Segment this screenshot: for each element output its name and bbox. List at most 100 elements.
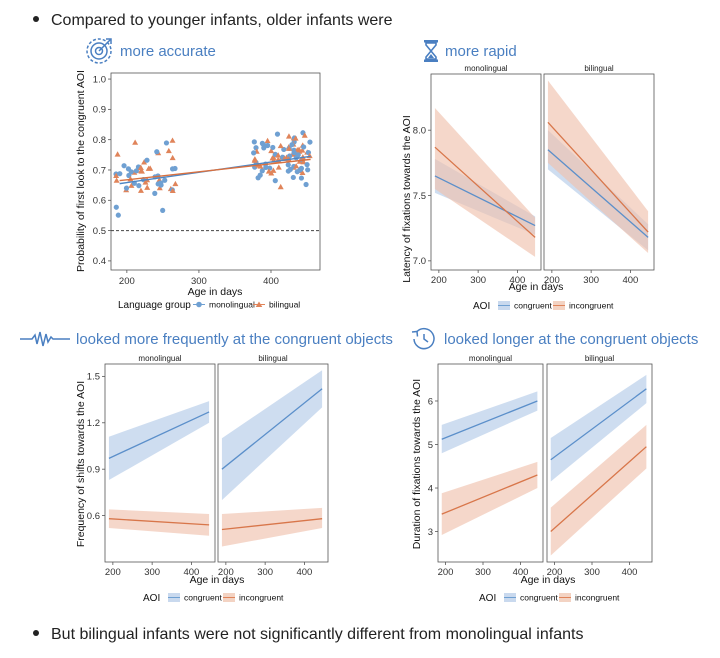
y-tick-label: 0.6 [93, 196, 106, 207]
monolingual-point [291, 149, 297, 156]
legend-congruent: congruent [514, 301, 552, 311]
x-ticks: 200 300 400 [119, 270, 279, 287]
bilingual-point [265, 168, 272, 174]
congruent-fit-line [550, 388, 647, 461]
bilingual-point [113, 172, 120, 179]
x-tick-label: 200 [544, 275, 560, 286]
y-axis-label: Frequency of shifts towards the AOI [75, 381, 87, 547]
x-tick-label: 400 [263, 276, 279, 287]
legend-congruent: congruent [184, 593, 222, 603]
y-tick-label: 6 [428, 396, 433, 407]
bilingual-point [275, 152, 282, 158]
bilingual-point [169, 137, 176, 143]
heading-accuracy: more accurate [84, 36, 216, 66]
monolingual-point [136, 183, 142, 189]
monolingual-point [163, 140, 170, 146]
bilingual-point [293, 163, 300, 169]
bilingual-point [169, 187, 176, 194]
y-axis-label: Latency of fixations towards the AOI [401, 115, 413, 283]
monolingual-point [304, 162, 310, 168]
congruent-fit-line [547, 149, 649, 238]
y-tick-label: 0.8 [93, 135, 106, 146]
y-tick-label: 0.4 [93, 256, 106, 267]
y-ticks: 7.0 7.5 8.0 [413, 125, 431, 267]
x-tick-label: 300 [475, 567, 491, 578]
x-tick-label: 400 [296, 567, 312, 578]
legend-title: Language group [118, 300, 191, 311]
monolingual-point [144, 157, 150, 163]
legend-bilingual: bilingual [269, 300, 300, 310]
bilingual-point [172, 180, 179, 187]
y-tick-label: 7.5 [413, 191, 426, 202]
monolingual-point [113, 204, 119, 210]
heading-duration: looked longer at the congruent objects [408, 326, 698, 352]
y-tick-label: 3 [428, 527, 433, 538]
y-tick-label: 0.5 [93, 226, 106, 237]
legend-incongruent: incongruent [239, 593, 284, 603]
monolingual-point [272, 178, 278, 184]
bilingual-point [299, 169, 306, 176]
y-axis-label: Duration of fixations towards the AOI [411, 379, 423, 549]
monolingual-point [287, 166, 293, 173]
y-tick-label: 8.0 [413, 125, 426, 136]
x-tick-label: 300 [470, 275, 486, 286]
bullet-dot [33, 15, 39, 22]
bilingual-point [257, 163, 264, 169]
bilingual-point [165, 147, 172, 154]
x-axis-label: Age in days [188, 286, 243, 298]
incongruent-confidence-band [441, 461, 538, 536]
bilingual-point [156, 184, 163, 191]
monolingual-point [297, 167, 303, 173]
heading-rapid: more rapid [423, 39, 517, 63]
legend-title: AOI [143, 593, 160, 604]
monolingual-point [303, 181, 309, 188]
congruent-fit-line [434, 175, 536, 227]
heading-frequency: looked more frequently at the congruent … [20, 329, 393, 349]
bilingual-point [301, 132, 308, 138]
bilingual-point [144, 184, 151, 190]
incongruent-confidence-band [221, 507, 323, 547]
panel-monolingual: monolingual 200 300 400 [438, 354, 544, 578]
x-tick-label: 200 [218, 567, 234, 578]
x-tick-label: 200 [105, 567, 121, 578]
monolingual-point [115, 212, 121, 218]
y-axis-label: Probability of first look to the congrue… [75, 70, 87, 272]
bilingual-point [114, 151, 121, 157]
bilingual-point [169, 154, 176, 161]
bilingual-point [142, 179, 149, 185]
incongruent-confidence-band [108, 509, 210, 536]
incongruent-fit-line [550, 446, 647, 533]
x-tick-label: 400 [513, 567, 529, 578]
fit-lines [119, 155, 311, 185]
outro-text: But bilingual infants were not significa… [51, 626, 584, 643]
monolingual-point [270, 144, 276, 151]
bilingual-point [137, 187, 144, 193]
y-tick-label: 1.0 [93, 74, 106, 85]
panel-title: monolingual [464, 64, 507, 73]
bilingual-point [275, 164, 282, 170]
panel-monolingual: monolingual 200 300 400 [430, 64, 542, 286]
intro-bullet: Compared to younger infants, older infan… [33, 12, 393, 30]
panel-monolingual: monolingual 200 300 400 [104, 354, 216, 578]
y-tick-label: 5 [428, 440, 433, 451]
bilingual-point [264, 137, 271, 144]
legend-monolingual: monolingual [209, 300, 255, 310]
duration-legend: AOI congruent incongruent [479, 593, 620, 605]
x-tick-label: 400 [183, 567, 199, 578]
bilingual-point [137, 167, 144, 174]
x-tick-label: 400 [622, 567, 638, 578]
bilingual-point [132, 139, 139, 145]
y-tick-label: 0.6 [87, 511, 100, 522]
y-tick-label: 4 [428, 483, 433, 494]
x-tick-label: 200 [431, 275, 447, 286]
bilingual-point [277, 183, 284, 190]
x-tick-label: 400 [509, 275, 525, 286]
monolingual-point [125, 166, 132, 172]
outro-bullet: But bilingual infants were not significa… [33, 626, 583, 644]
duration-chart: 3 4 5 6 monolingual 200 300 400 bilingual 200 300 4… [411, 354, 653, 586]
bilingual-point [299, 147, 306, 153]
congruent-confidence-band [108, 401, 210, 481]
bilingual-point [128, 182, 135, 188]
legend-title: AOI [473, 301, 490, 312]
